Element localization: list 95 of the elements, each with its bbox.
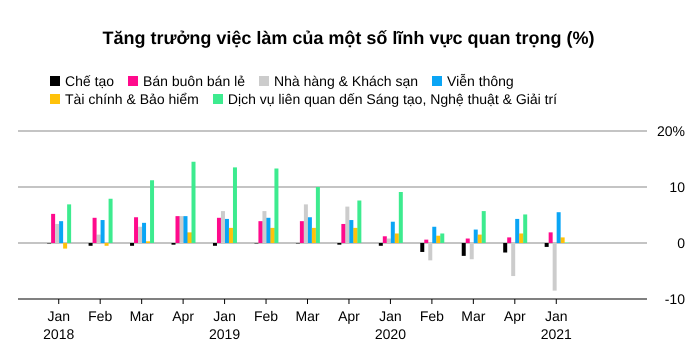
- bar: [300, 221, 304, 243]
- bar: [270, 228, 274, 243]
- bar: [51, 214, 56, 243]
- bar: [228, 228, 233, 243]
- bar: [474, 230, 478, 243]
- bar: [390, 222, 395, 243]
- bar: [262, 211, 266, 243]
- y-tick-label: -10: [664, 291, 686, 307]
- bar: [341, 224, 346, 243]
- bar: [142, 222, 146, 243]
- bar: [108, 198, 113, 243]
- x-tick-label: Apr: [338, 308, 360, 324]
- bar: [92, 218, 97, 243]
- legend-label: Tài chính & Bảo hiểm: [64, 91, 199, 107]
- bar: [420, 243, 424, 252]
- bar: [316, 187, 320, 243]
- legend-label: Bán buôn bán lẻ: [142, 73, 246, 89]
- bar: [104, 243, 109, 246]
- x-tick-label: Mar: [130, 308, 154, 324]
- chart-title: Tăng trưởng việc làm của một số lĩnh vực quan trọng (%): [102, 27, 596, 50]
- legend-label: Nhà hàng & Khách sạn: [273, 73, 418, 89]
- bar: [176, 216, 180, 243]
- x-tick-label: Feb: [254, 308, 278, 324]
- bar: [523, 214, 528, 243]
- y-tick-label: 20%: [656, 123, 685, 139]
- x-tick-label: Apr: [172, 308, 194, 324]
- bar: [59, 221, 64, 243]
- bar: [180, 216, 184, 243]
- bar: [436, 236, 440, 243]
- x-tick-label: Jan 2020: [374, 308, 406, 342]
- bar: [266, 218, 270, 243]
- bar: [482, 211, 486, 243]
- bar: [312, 228, 316, 243]
- bar: [357, 200, 362, 243]
- bar: [184, 216, 188, 243]
- bar: [478, 234, 482, 243]
- x-tick-label: Jan 2018: [43, 308, 75, 342]
- bar: [232, 167, 237, 243]
- bar: [224, 218, 229, 243]
- legend-label: Dịch vụ liên quan dến Sáng tạo, Nghệ thuật & Giải trí: [226, 91, 558, 107]
- bar: [470, 243, 474, 260]
- bar: [519, 233, 524, 243]
- bar: [432, 226, 436, 243]
- x-tick-label: Feb: [420, 308, 444, 324]
- x-tick-label: Jan 2019: [209, 308, 240, 342]
- bar: [511, 243, 516, 276]
- x-tick-label: Mar: [461, 308, 486, 324]
- bar: [560, 237, 565, 243]
- bar: [503, 243, 508, 253]
- bar: [134, 217, 138, 243]
- legend-label: Viễn thông: [446, 73, 514, 89]
- bar: [63, 243, 68, 249]
- bar: [88, 243, 93, 246]
- bar: [212, 243, 217, 246]
- bar: [308, 217, 312, 243]
- bar: [188, 232, 192, 243]
- x-tick-label: Apr: [504, 308, 526, 324]
- bar: [67, 204, 72, 243]
- bar: [440, 233, 444, 243]
- bar: [216, 218, 221, 243]
- bar: [192, 162, 196, 243]
- bar: [507, 237, 512, 243]
- bar: [424, 240, 428, 243]
- y-tick-label: 10: [669, 179, 686, 195]
- bar: [544, 243, 549, 247]
- bar: [55, 224, 60, 243]
- bar: [552, 243, 557, 291]
- bar: [386, 238, 391, 243]
- bar: [353, 228, 358, 243]
- bar: [304, 204, 308, 243]
- bar: [96, 234, 101, 243]
- bar: [394, 233, 399, 243]
- bar: [515, 218, 520, 243]
- bar: [274, 168, 278, 243]
- x-tick-label: Mar: [295, 308, 320, 324]
- bar: [130, 243, 134, 246]
- bar: [349, 220, 354, 243]
- y-tick-label: 0: [677, 235, 686, 251]
- bar: [378, 243, 383, 246]
- bar: [220, 211, 225, 243]
- x-tick-label: Feb: [88, 308, 112, 324]
- bar: [556, 212, 561, 243]
- bar: [382, 236, 387, 243]
- bar: [548, 232, 553, 243]
- bar: [398, 192, 403, 243]
- legend-label: Chế tạo: [64, 73, 114, 89]
- bar: [428, 243, 432, 260]
- bar: [258, 221, 262, 243]
- bar: [345, 206, 350, 243]
- bar: [138, 226, 142, 243]
- bar: [150, 180, 154, 243]
- bar: [462, 243, 466, 256]
- bar: [466, 238, 470, 243]
- x-tick-label: Jan 2021: [540, 308, 572, 342]
- bar: [100, 220, 105, 243]
